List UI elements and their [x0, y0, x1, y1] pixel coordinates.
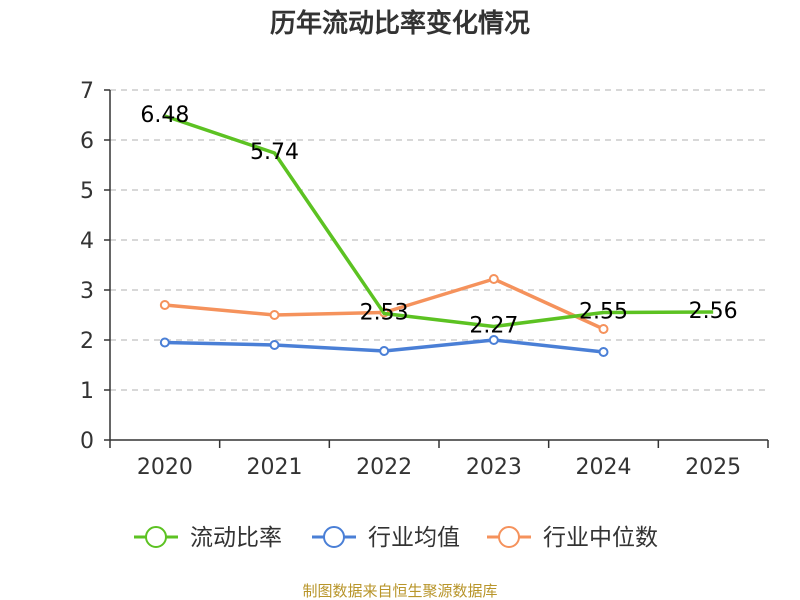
legend-label: 行业均值 — [368, 525, 460, 551]
x-tick-label: 2023 — [466, 455, 522, 480]
data-label: 5.74 — [250, 140, 299, 165]
x-tick-label: 2020 — [137, 455, 193, 480]
x-tick-label: 2022 — [356, 455, 412, 480]
y-tick-label: 6 — [80, 129, 94, 154]
data-labels: 6.48 5.74 2.53 2.27 2.55 2.56 — [140, 103, 737, 339]
axes: 0 1 2 3 4 5 6 7 2020 2021 2022 2023 2024 2025 — [80, 79, 769, 480]
data-point — [379, 346, 390, 356]
data-point — [269, 340, 280, 350]
series-line — [164, 114, 714, 329]
legend-marker — [145, 526, 167, 548]
data-point — [488, 335, 499, 345]
data-label: 2.27 — [469, 314, 518, 339]
data-label: 6.48 — [140, 103, 189, 128]
data-point — [269, 310, 280, 320]
y-tick-label: 5 — [80, 179, 94, 204]
y-tick-label: 2 — [80, 329, 94, 354]
y-tick-label: 0 — [80, 429, 94, 454]
data-label: 2.53 — [360, 301, 409, 326]
data-point — [488, 274, 499, 284]
legend-marker — [498, 526, 520, 548]
legend-marker — [323, 526, 345, 548]
legend-label: 行业中位数 — [543, 525, 658, 551]
x-tick-label: 2021 — [247, 455, 303, 480]
legend-label: 流动比率 — [190, 525, 282, 551]
data-point — [159, 337, 170, 348]
data-point — [159, 300, 170, 310]
data-label: 2.55 — [579, 300, 628, 325]
source-note: 制图数据来自恒生聚源数据库 — [302, 582, 497, 600]
y-tick-label: 1 — [80, 379, 94, 404]
y-tick-label: 4 — [80, 229, 94, 254]
chart-title: 历年流动比率变化情况 — [270, 8, 530, 39]
data-point — [598, 324, 609, 334]
x-tick-label: 2024 — [576, 455, 632, 480]
y-tick-label: 3 — [80, 279, 94, 304]
data-point — [598, 347, 609, 357]
series-group — [159, 114, 714, 357]
legend: 流动比率 行业均值 行业中位数 — [134, 525, 658, 551]
data-label: 2.56 — [689, 299, 738, 324]
x-tick-label: 2025 — [685, 455, 741, 480]
y-tick-label: 7 — [80, 79, 94, 104]
